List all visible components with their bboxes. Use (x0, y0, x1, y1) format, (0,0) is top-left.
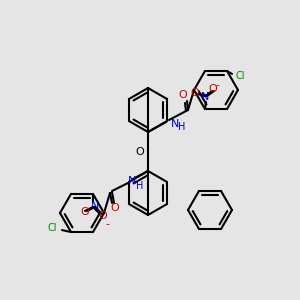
Text: O: O (111, 203, 119, 213)
Text: O: O (208, 84, 217, 94)
Text: O: O (99, 211, 107, 221)
Text: Cl: Cl (47, 223, 57, 233)
Text: H: H (136, 181, 144, 191)
Text: N: N (171, 119, 179, 129)
Text: N: N (91, 201, 99, 211)
Text: O: O (81, 207, 89, 217)
Text: H: H (178, 122, 185, 132)
Text: -: - (215, 80, 219, 90)
Text: Cl: Cl (235, 71, 244, 81)
Text: -: - (105, 219, 109, 229)
Text: O: O (178, 90, 188, 100)
Text: N: N (201, 92, 209, 102)
Text: O: O (190, 88, 200, 98)
Text: N: N (128, 176, 136, 186)
Text: O: O (136, 147, 144, 157)
